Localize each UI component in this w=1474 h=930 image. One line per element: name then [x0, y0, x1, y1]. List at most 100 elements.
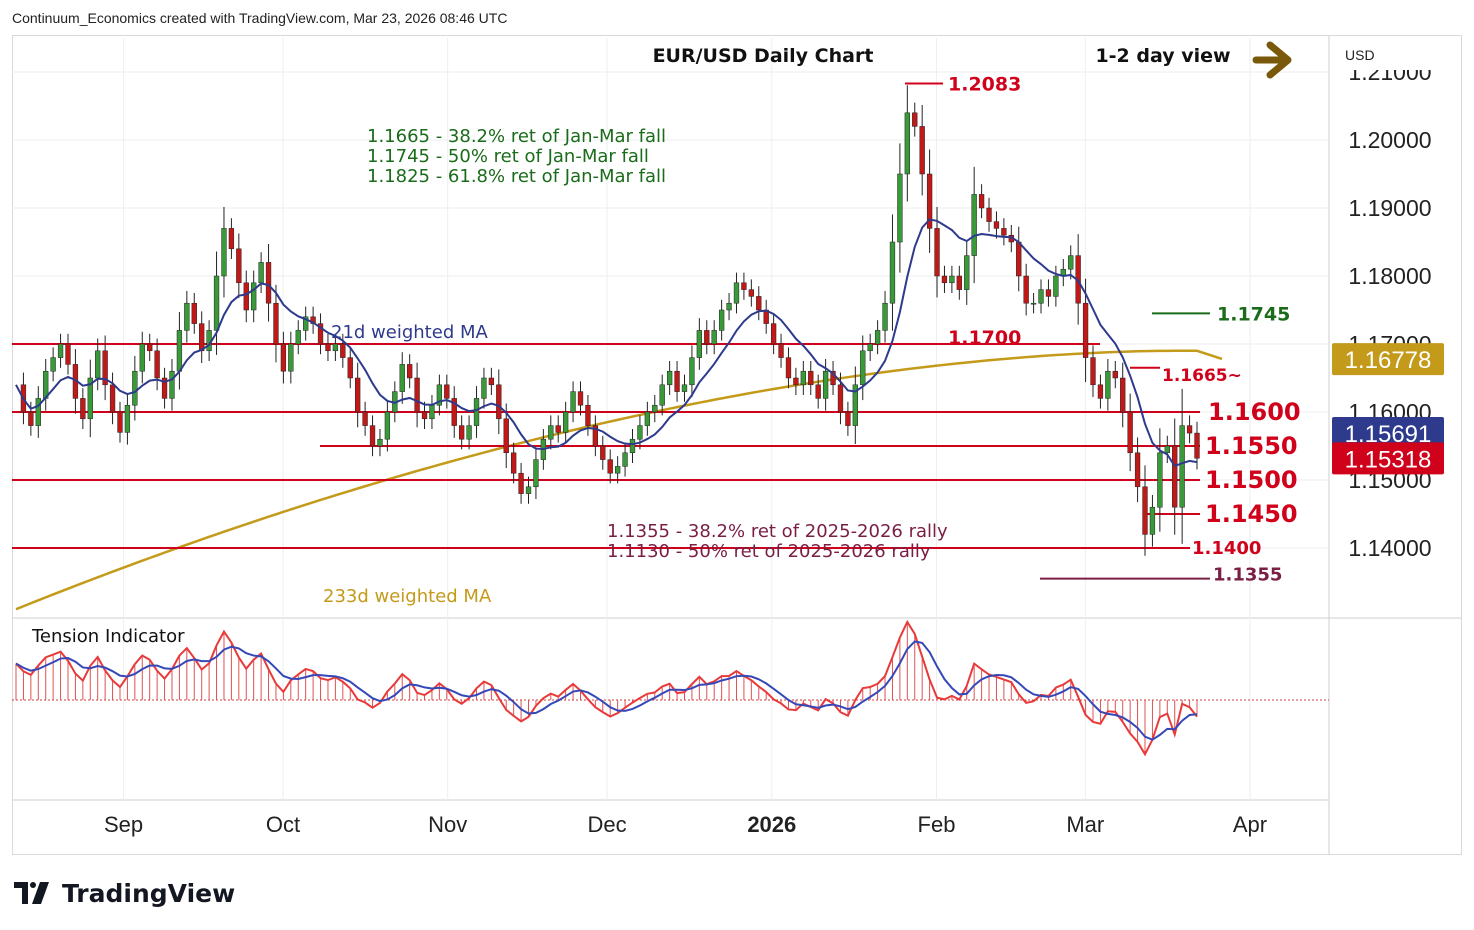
levels-layer [12, 82, 1210, 580]
candle-body [548, 425, 554, 440]
candle-body [1053, 275, 1059, 297]
fib-rally-note: 1.1355 - 38.2% ret of 2025-2026 rally [607, 521, 948, 542]
candle-body [785, 357, 792, 379]
level-label-1.1355: 1.1355 [1213, 565, 1282, 586]
candle-body [622, 452, 628, 467]
candle-body [65, 343, 71, 365]
candle-body [451, 398, 457, 426]
candle-body [124, 404, 131, 433]
candle-body [421, 411, 428, 420]
candle-body [481, 377, 487, 399]
candle-body [295, 330, 301, 345]
candle-body [369, 425, 376, 447]
candle-body [176, 330, 183, 372]
candle-body [444, 384, 450, 399]
level-label-1.1450: 1.1450 [1205, 500, 1298, 528]
candle-body [109, 384, 116, 413]
candle-body [607, 459, 613, 474]
price-tag-bg [1332, 417, 1444, 450]
candle-body [912, 112, 918, 127]
y-tick-label: 1.14000 [1348, 535, 1431, 561]
candle-body [1120, 377, 1126, 413]
candle-body [904, 112, 910, 175]
candle-body [652, 404, 658, 413]
candle-body [1164, 445, 1170, 454]
candle-body [1023, 275, 1029, 304]
candle-body [800, 370, 806, 386]
candle-body [533, 459, 539, 488]
tension-line [15, 619, 1198, 757]
candle-body [265, 262, 272, 304]
ma233-layer [15, 349, 1223, 611]
candle-body [102, 350, 108, 386]
level-label-1.1700: 1.1700 [948, 327, 1021, 349]
tension-label: Tension Indicator [31, 626, 185, 647]
candle-body [95, 350, 101, 379]
candle-body [681, 384, 688, 392]
candle-body [1127, 411, 1133, 454]
y-tick-label: 1.18000 [1348, 263, 1431, 289]
candle-body [518, 472, 524, 494]
candle-body [384, 411, 391, 440]
candle-body [117, 411, 123, 433]
candle-body [971, 194, 977, 256]
candle-body [978, 194, 985, 209]
candle-body [258, 262, 264, 284]
candle-body [562, 411, 569, 433]
y-tick-label: 1.19000 [1348, 195, 1431, 221]
ma21-label: 21d weighted MA [331, 322, 488, 343]
ma233-label: 233d weighted MA [323, 586, 492, 607]
candle-body [169, 370, 175, 399]
price-tag-bg [1332, 343, 1444, 376]
candle-body [986, 207, 992, 222]
x-month-label: Mar [1066, 812, 1104, 837]
candle-body [28, 411, 34, 426]
candle-body [555, 425, 561, 433]
candle-body [236, 248, 242, 284]
candle-body [926, 173, 933, 229]
candle-body [496, 384, 502, 420]
candle-body [659, 384, 665, 406]
tradingview-logo[interactable]: TradingView [14, 876, 235, 910]
candle-body [1157, 452, 1163, 508]
candle-body [919, 126, 925, 175]
candle-body [213, 275, 220, 331]
candle-body [459, 425, 465, 440]
candle-body [711, 330, 717, 345]
tradingview-logo-icon [14, 882, 49, 904]
candle-body [882, 302, 888, 331]
candle-body [1016, 241, 1022, 277]
candle-body [184, 302, 190, 331]
level-label-1.1665: 1.1665~ [1162, 366, 1242, 386]
candle-body [377, 438, 383, 447]
candle-body [303, 316, 309, 331]
currency-label: USD [1345, 47, 1375, 63]
candle-body [80, 398, 86, 420]
candle-body [57, 343, 64, 358]
candle-body [280, 343, 287, 372]
candle-body [696, 330, 702, 358]
candle-body [1194, 432, 1200, 459]
fib-jan-mar-note: 1.1665 - 38.2% ret of Jan-Mar fall [367, 126, 666, 147]
candle-body [347, 357, 353, 379]
candle-body [993, 221, 1000, 229]
level-label-1.1600: 1.1600 [1208, 398, 1301, 426]
candle-body [1045, 289, 1052, 297]
candle-body [1179, 425, 1185, 508]
candle-body [874, 330, 881, 345]
candle-body [243, 282, 249, 311]
candle-body [600, 445, 606, 460]
candle-body [592, 425, 599, 447]
candle-body [614, 466, 621, 474]
x-month-label: Feb [918, 812, 956, 837]
candle-body [733, 282, 740, 304]
axis-layer: 1.140001.150001.160001.170001.180001.190… [104, 59, 1444, 837]
candle-body [132, 370, 138, 406]
candle-body [822, 370, 829, 399]
fib-jan-mar-note: 1.1825 - 61.8% ret of Jan-Mar fall [367, 166, 666, 187]
candle-body [585, 404, 591, 426]
candle-body [629, 438, 636, 454]
candle-body [199, 323, 205, 352]
candle-body [1068, 255, 1074, 270]
